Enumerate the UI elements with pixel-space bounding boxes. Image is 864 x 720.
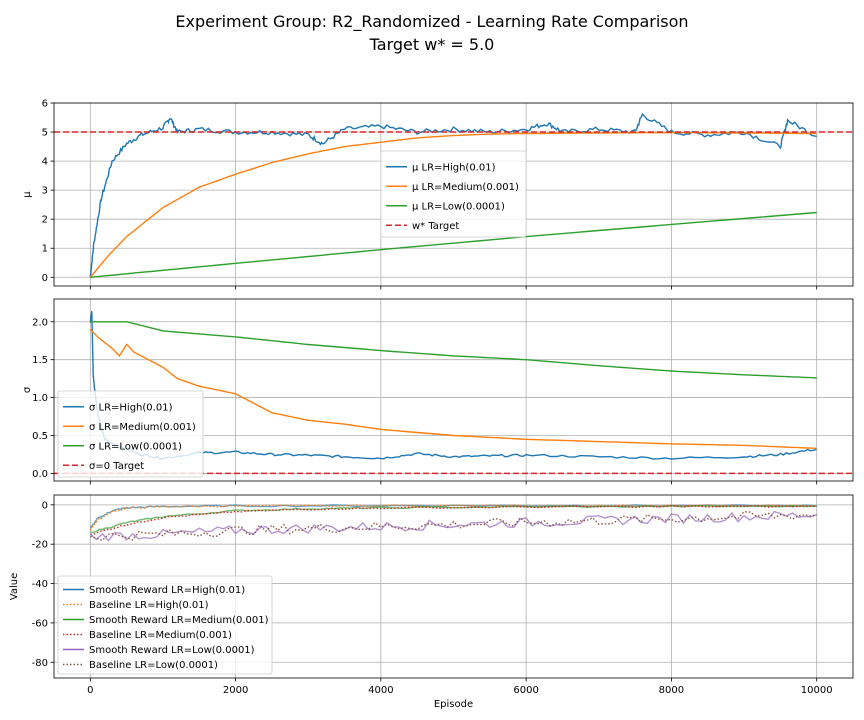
legend-label: Smooth Reward LR=Medium(0.001): [89, 615, 269, 626]
series-line: [90, 511, 817, 542]
legend: Smooth Reward LR=High(0.01) Baseline LR=H…: [57, 575, 273, 675]
y-tick-label: 2: [42, 215, 48, 226]
y-tick-label: 5: [42, 128, 48, 139]
x-tick-label: 10000: [801, 685, 833, 696]
series-group: [54, 112, 853, 278]
series-line: [89, 112, 817, 278]
legend-label: σ LR=Medium(0.001): [89, 422, 196, 433]
legend-label: μ LR=Low(0.0001): [412, 201, 505, 212]
series-line: [89, 504, 817, 531]
legend-label: μ LR=High(0.01): [412, 162, 496, 173]
axes-frame: [53, 298, 854, 482]
y-tick-label: 1.5: [32, 355, 48, 366]
y-axis-label: σ: [22, 386, 33, 393]
y-tick-label: 1.0: [32, 393, 48, 404]
legend-label: Smooth Reward LR=High(0.01): [89, 585, 245, 596]
y-tick-label: 2.0: [32, 317, 48, 328]
legend-label: Smooth Reward LR=Low(0.0001): [89, 645, 255, 656]
x-axis-label: Episode: [434, 699, 473, 710]
legend-box: [380, 150, 527, 238]
series-group: [89, 504, 817, 542]
y-axis-label: μ: [22, 191, 33, 198]
y-tick-label: -20: [32, 540, 48, 551]
legend-label: Baseline LR=High(0.01): [89, 600, 209, 611]
series-line: [90, 321, 817, 379]
panel-2: 0.0 0.5 1.0 1.5 2.0 σ σ LR=High(0.01) σ LR=Medi…: [22, 298, 854, 485]
y-tick-label: 0: [42, 500, 48, 511]
y-axis-label: Value: [9, 573, 20, 600]
y-tick-label: 0.0: [32, 469, 48, 480]
y-tick-label: 3: [42, 186, 48, 197]
legend-label: σ LR=Low(0.0001): [89, 441, 182, 452]
panel-3: 0 -20 -40 -60 -80 0 2000 4000 6000 8000 10000 Value…: [9, 494, 854, 696]
legend: μ LR=High(0.01) μ LR=Medium(0.001) μ LR=Lo…: [380, 150, 527, 238]
y-tick-label: 1: [42, 244, 48, 255]
axes-frame: [53, 102, 854, 287]
legend-label: σ LR=High(0.01): [89, 402, 173, 413]
y-tick-label: -80: [32, 658, 48, 669]
series-line: [90, 211, 817, 278]
y-tick-label: 4: [42, 157, 48, 168]
legend-box: [57, 575, 273, 675]
panel-1: 0 1 2 3 4 5 6 μ μ LR=High(0.01) μ LR=Medium(0.001…: [22, 99, 854, 290]
y-tick-label: -60: [32, 618, 48, 629]
series-line: [89, 510, 817, 542]
x-tick-label: 4000: [368, 685, 393, 696]
legend: σ LR=High(0.01) σ LR=Medium(0.001) σ LR=Lo…: [57, 390, 204, 478]
y-tick-label: 6: [42, 99, 48, 110]
y-tick-label: 0.5: [32, 431, 48, 442]
x-tick-label: 6000: [513, 685, 538, 696]
legend-label: w* Target: [412, 221, 459, 232]
legend-label: Baseline LR=Medium(0.001): [89, 630, 232, 641]
chart-title: Experiment Group: R2_Randomized - Learni…: [175, 12, 688, 32]
legend-label: Baseline LR=Low(0.0001): [89, 660, 218, 671]
legend-label: σ=0 Target: [89, 461, 144, 472]
x-tick-label: 0: [87, 685, 93, 696]
y-tick-label: 0: [42, 273, 48, 284]
legend-box: [57, 390, 204, 478]
x-tick-label: 8000: [659, 685, 684, 696]
panels-group: 0 1 2 3 4 5 6 μ μ LR=High(0.01) μ LR=Medium(0.001…: [9, 99, 854, 710]
x-tick-label: 2000: [223, 685, 248, 696]
y-tick-label: -40: [32, 579, 48, 590]
axes-frame: [53, 494, 854, 679]
series-line: [90, 505, 817, 536]
series-line: [89, 328, 817, 450]
series-line: [89, 131, 817, 278]
legend-label: μ LR=Medium(0.001): [412, 182, 519, 193]
chart-subtitle: Target w* = 5.0: [369, 35, 495, 54]
